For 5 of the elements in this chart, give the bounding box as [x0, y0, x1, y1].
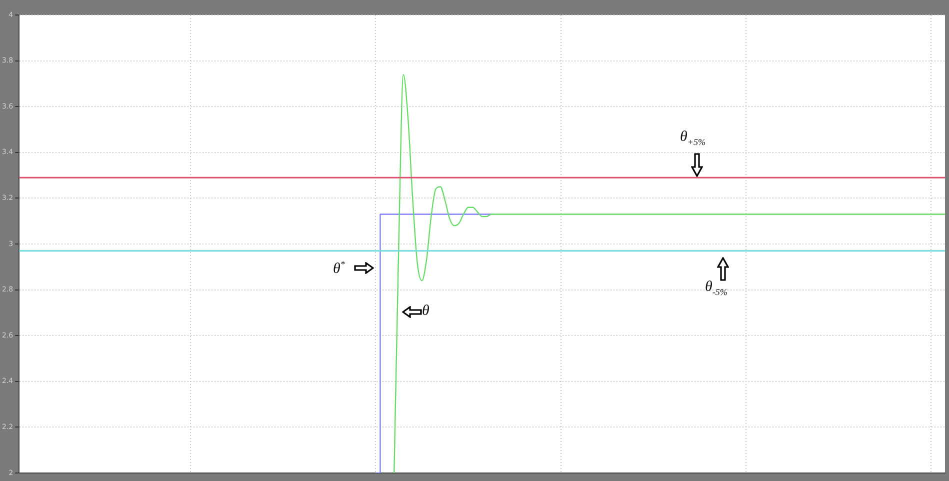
annotation: θ$_{-5%}$	[705, 278, 728, 297]
annotation: θ	[422, 303, 430, 319]
annotation: θ$_{+5%}$	[680, 128, 706, 147]
line-series	[394, 74, 946, 473]
annotation: θ$^{*}$	[333, 259, 345, 277]
